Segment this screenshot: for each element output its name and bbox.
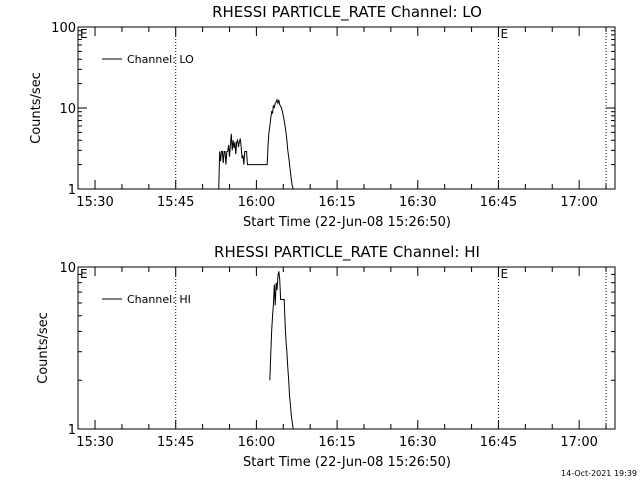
panel-lo-x-tick-label: 16:45 xyxy=(480,195,517,210)
panel-hi-x-tick-label: 17:00 xyxy=(560,435,597,450)
panel-hi-series-line xyxy=(269,271,295,430)
panel-hi: RHESSI PARTICLE_RATE Channel: HI Start T… xyxy=(36,243,616,470)
panel-lo: RHESSI PARTICLE_RATE Channel: LO Start T… xyxy=(29,3,616,230)
panel-hi-x-tick-label: 16:45 xyxy=(480,435,517,450)
panel-hi-x-tick-label: 15:30 xyxy=(76,435,113,450)
panel-hi-legend-entry: Channel: HI xyxy=(127,293,191,306)
panel-hi-x-tick-label: 15:45 xyxy=(157,435,194,450)
panel-hi-x-axis-label: Start Time (22-Jun-08 15:26:50) xyxy=(243,455,451,470)
panel-lo-x-tick-label: 15:45 xyxy=(157,195,194,210)
panel-hi-title: RHESSI PARTICLE_RATE Channel: HI xyxy=(214,243,480,262)
panel-lo-x-tick-label: 16:30 xyxy=(399,195,436,210)
panel-lo-series-line xyxy=(218,98,296,190)
panel-hi-plot-frame xyxy=(77,266,616,430)
panel-lo-legend-entry: Channel: LO xyxy=(127,53,194,66)
panel-lo-left-edge-label: E xyxy=(80,27,88,41)
panel-hi-left-edge-label: E xyxy=(80,267,88,281)
panel-hi-y-tick-label: 1 xyxy=(68,423,76,438)
panel-hi-y-axis-label: Counts/sec xyxy=(36,312,51,384)
panel-hi-x-tick-label: 16:30 xyxy=(399,435,436,450)
panel-lo-title: RHESSI PARTICLE_RATE Channel: LO xyxy=(212,3,482,22)
panel-hi-x-tick-label: 16:15 xyxy=(318,435,355,450)
footer-timestamp: 14-Oct-2021 19:39 xyxy=(561,469,637,478)
panel-lo-x-axis-label: Start Time (22-Jun-08 15:26:50) xyxy=(243,215,451,230)
panel-hi-y-tick-label: 10 xyxy=(59,261,76,276)
panel-lo-y-axis-label: Counts/sec xyxy=(29,72,44,144)
panel-lo-y-tick-label: 1 xyxy=(68,183,76,198)
panel-lo-x-tick-label: 16:15 xyxy=(318,195,355,210)
panel-lo-plot-frame xyxy=(77,26,616,190)
panel-lo-marker-label: E xyxy=(500,27,508,41)
panel-hi-marker-label: E xyxy=(500,267,508,281)
panel-lo-x-tick-label: 15:30 xyxy=(76,195,113,210)
panel-hi-x-tick-label: 16:00 xyxy=(238,435,275,450)
panel-lo-x-tick-label: 16:00 xyxy=(238,195,275,210)
panel-lo-y-tick-label: 100 xyxy=(51,21,76,36)
panel-lo-y-tick-label: 10 xyxy=(59,102,76,117)
panel-lo-x-tick-label: 17:00 xyxy=(560,195,597,210)
